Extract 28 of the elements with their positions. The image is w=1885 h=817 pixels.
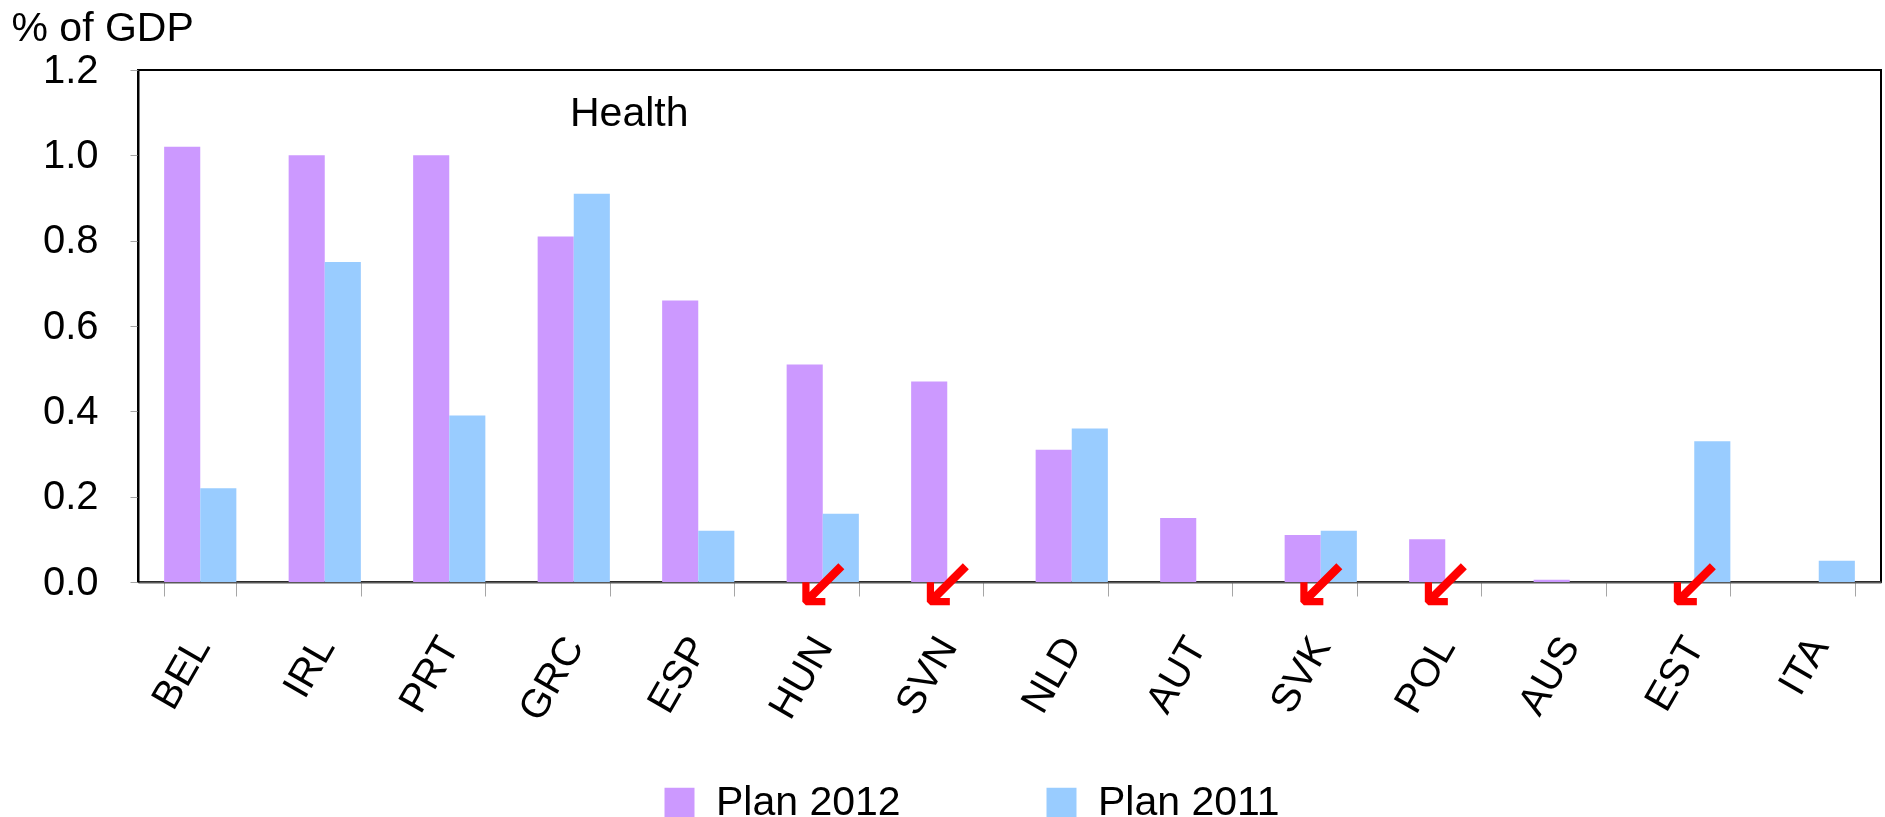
bar (288, 155, 325, 582)
bar (200, 488, 237, 582)
x-tick-label: POL (1384, 628, 1464, 720)
bar (164, 146, 201, 582)
bar (1160, 518, 1197, 582)
text: Health (570, 89, 689, 135)
bar (413, 155, 450, 582)
y-tick-label: 1.0 (42, 131, 99, 176)
bar (1035, 449, 1072, 582)
legend-label: Plan 2011 (1098, 777, 1280, 817)
bar (1071, 428, 1108, 582)
bar (662, 300, 699, 582)
bar (449, 415, 486, 582)
bar (537, 236, 574, 582)
y-tick-label: 0.6 (42, 302, 99, 347)
x-tick-label: BEL (142, 628, 219, 716)
bar (698, 530, 735, 582)
bar (573, 193, 610, 582)
x-tick-label: ITA (1768, 628, 1837, 702)
y-tick-label: 0.0 (42, 558, 99, 603)
legend-label: Plan 2012 (716, 777, 901, 817)
y-tick-label: 0.2 (42, 473, 99, 518)
bar (1818, 560, 1855, 582)
y-tick-label: 0.8 (42, 217, 99, 262)
bar (324, 262, 361, 582)
bar (1533, 579, 1570, 582)
x-tick-label: IRL (273, 628, 343, 705)
y-tick-label: 0.4 (42, 387, 99, 432)
